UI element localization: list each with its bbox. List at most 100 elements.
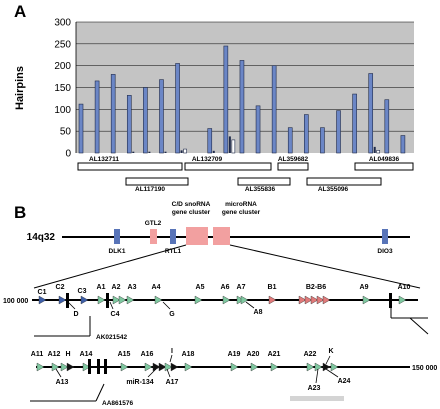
- row2-exon-3: [104, 359, 107, 374]
- label-a7: A7: [237, 284, 246, 291]
- label-a9: A9: [360, 284, 369, 291]
- bar-series2-6: [164, 151, 167, 153]
- label-a21: A21: [268, 351, 281, 358]
- label-a23: A23: [308, 385, 321, 392]
- clone-box-al117190: [125, 177, 189, 186]
- gridlines: [76, 21, 414, 132]
- label-c3: C3: [78, 288, 87, 295]
- label-d: D: [73, 311, 78, 318]
- row1-coordinate: 100 000: [3, 298, 28, 305]
- marker-a18: [184, 362, 193, 372]
- label-a2: A2: [112, 284, 121, 291]
- marker-a7b: [240, 295, 249, 305]
- marker-a5: [194, 295, 203, 305]
- label-a5: A5: [196, 284, 205, 291]
- marker-a4: [154, 295, 163, 305]
- snorna-cluster-box: [186, 227, 208, 245]
- label-a14: A14: [80, 351, 93, 358]
- label-a16: A16: [141, 351, 154, 358]
- label-c2: C2: [56, 284, 65, 291]
- bar-series2-7: [180, 150, 183, 153]
- microrna-cluster-box: [213, 227, 230, 245]
- snorna-cluster-label-1: C/D snoRNA: [172, 201, 211, 208]
- marker-a21: [270, 362, 279, 372]
- snorna-cluster-label-2: gene cluster: [172, 209, 211, 216]
- gene-dlk1: [114, 229, 120, 244]
- row1-markers: [38, 295, 407, 305]
- leader-a23: [315, 368, 319, 384]
- row2-coordinate: 150 000: [412, 365, 437, 372]
- gene-dio3: [382, 229, 388, 244]
- marker-a19: [230, 362, 239, 372]
- clone-box-al049836: [354, 162, 414, 171]
- clone-box-al355836: [237, 177, 291, 186]
- bar-series3-19: [376, 150, 381, 154]
- marker-a6: [222, 295, 231, 305]
- bar-series1-20: [384, 99, 390, 154]
- row2-labels: A11 A12 H A14 A15 A16 I A18 A19 A20 A21 …: [31, 348, 351, 392]
- leader-d: [67, 301, 76, 310]
- marker-a2: [112, 295, 121, 305]
- marker-c3: [80, 295, 89, 305]
- detail-row-2: 150 000 AA861576: [30, 359, 437, 407]
- label-a24: A24: [338, 378, 351, 385]
- marker-a13: [60, 362, 69, 372]
- leader-mir-134: [147, 368, 157, 378]
- bar-series2-4: [132, 151, 135, 153]
- bar-series1-3: [110, 74, 116, 154]
- leader-a8: [245, 301, 255, 309]
- marker-a22: [306, 362, 315, 372]
- leader-i: [169, 354, 173, 363]
- label-c4: C4: [111, 311, 120, 318]
- marker-a20: [250, 362, 259, 372]
- label-g: G: [169, 311, 175, 318]
- label-a6: A6: [221, 284, 230, 291]
- bar-series1-12: [255, 105, 261, 154]
- marker-a17: [164, 362, 173, 372]
- leader-a17: [166, 368, 171, 378]
- a23-a24-highlight: [290, 396, 344, 401]
- label-a18: A18: [182, 351, 195, 358]
- y-tick-label: 250: [54, 39, 71, 50]
- leader-a13: [55, 368, 62, 378]
- bar-series1-21: [400, 135, 406, 154]
- bar-series1-18: [352, 93, 357, 154]
- bar-series1-1: [78, 103, 84, 154]
- clone-label-al117190: AL117190: [135, 186, 165, 193]
- row1-exon-1: [66, 293, 69, 308]
- marker-c2: [58, 295, 67, 305]
- y-axis: 0 50 100 150 200 250 300: [54, 18, 77, 160]
- label-a11: A11: [31, 351, 44, 358]
- label-a8: A8: [254, 309, 263, 316]
- y-tick-label: 200: [54, 61, 71, 72]
- marker-mir-134b: [158, 362, 167, 372]
- gene-label-dio3: DIO3: [377, 248, 393, 255]
- bar-series2-10: [228, 136, 231, 153]
- label-a4: A4: [152, 284, 161, 291]
- bars: [78, 45, 406, 154]
- bar-series1-9: [207, 128, 213, 154]
- panel-a-letter: A: [14, 2, 27, 21]
- chromosome-overview: 14q32 DLK1 GTL2 RTL1 DIO3 C/D snoRNA gen…: [27, 201, 421, 289]
- leader-a24: [325, 368, 339, 378]
- label-a13: A13: [56, 379, 69, 386]
- gene-label-gtl2: GTL2: [145, 220, 162, 227]
- y-axis-label: Hairpins: [14, 66, 26, 110]
- marker-a24: [330, 362, 339, 372]
- clone-label-al355836: AL355836: [245, 186, 276, 193]
- bar-series1-13: [271, 65, 277, 154]
- zoom-line-right: [229, 244, 421, 289]
- bar-series1-6: [159, 79, 164, 154]
- bar-series1-15: [304, 114, 309, 154]
- marker-a7: [236, 295, 245, 305]
- y-tick-label: 0: [65, 149, 71, 160]
- gene-label-rtl1: RTL1: [165, 248, 182, 255]
- label-b2-b6: B2-B6: [306, 284, 326, 291]
- label-a15: A15: [118, 351, 131, 358]
- clone-box-al359682: [277, 162, 309, 171]
- marker-a14: [82, 362, 91, 372]
- clone-label-al359682: AL359682: [278, 156, 309, 163]
- marker-b2: [298, 295, 307, 305]
- label-a22: A22: [304, 351, 317, 358]
